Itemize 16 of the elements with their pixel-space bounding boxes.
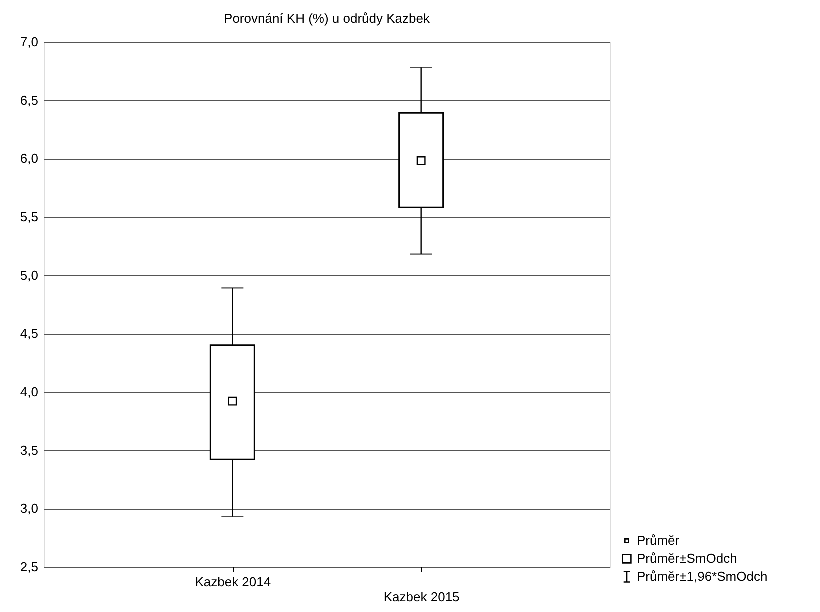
text: Průměr±1,96*SmOdch — [637, 569, 768, 584]
y-tick-label: 4,0 — [20, 384, 38, 400]
y-tick-label: 5,5 — [20, 210, 38, 224]
y-tick-label: 3,5 — [20, 442, 38, 458]
y-tick-label: 6,0 — [20, 151, 38, 166]
y-tick-label: 4,5 — [20, 326, 38, 342]
y-tick-label: 6,5 — [20, 92, 38, 108]
text: Průměr — [637, 533, 680, 548]
y-tick-label: 7,0 — [20, 34, 38, 50]
chart-title: Porovnání KH (%) u odrůdy Kazbek — [224, 11, 430, 26]
text: Průměr±SmOdch — [637, 551, 738, 566]
y-tick-label: 2,5 — [20, 560, 38, 574]
x-tick-label: Kazbek 2014 — [195, 574, 272, 590]
x-tick-label: Kazbek 2015 — [384, 590, 460, 604]
y-tick-label: 5,0 — [20, 268, 38, 283]
y-tick-label: 3,0 — [20, 501, 38, 516]
